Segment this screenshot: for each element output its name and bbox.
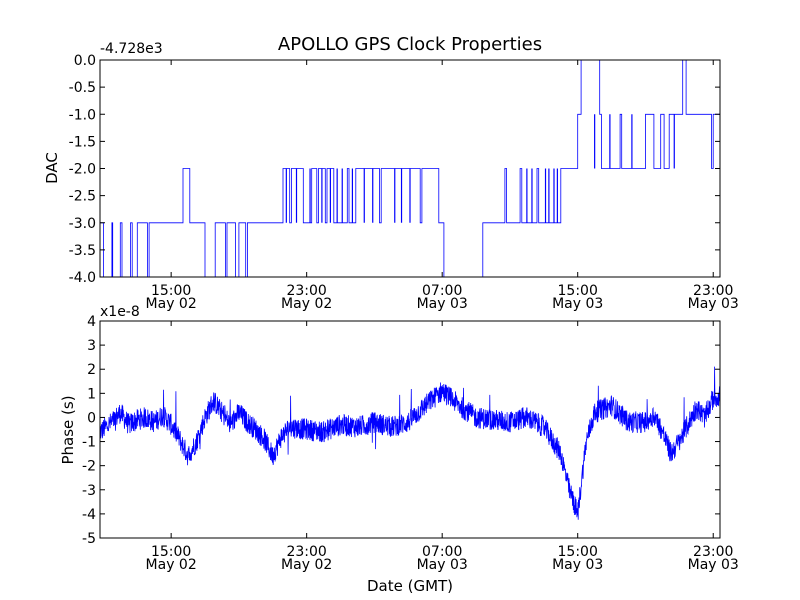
dac-axes-frame (99, 59, 721, 278)
dac-ytick-label: -0.5 (69, 80, 96, 96)
dac-xtick-date: May 02 (146, 296, 197, 312)
dac-ytick-label: -2.5 (69, 189, 96, 205)
dac-ytick-label: 0.0 (74, 53, 96, 69)
dac-ytick-label: -3.0 (69, 216, 96, 232)
dac-xtick-time: 23:00 (693, 283, 733, 299)
dac-xtick-time: 15:00 (558, 283, 598, 299)
phase-ytick-label: 3 (87, 338, 96, 354)
dac-xtick-date: May 02 (281, 296, 332, 312)
phase-xtick-date: May 02 (281, 557, 332, 573)
phase-xlabel: Date (GMT) (367, 577, 453, 595)
phase-ytick-label: 0 (87, 410, 96, 426)
dac-series-line (100, 60, 720, 277)
dac-plot-area (100, 60, 720, 277)
dac-xtick-time: 07:00 (422, 283, 462, 299)
dac-ytick-label: -2.0 (69, 162, 96, 178)
phase-ytick-label: -4 (82, 507, 96, 523)
dac-ytick-label: -3.5 (69, 243, 96, 259)
dac-y-ticks: -4.0 -3.5 -3.0 -2.5 -2.0 -1.5 -1.0 -0.5 0.0 (69, 53, 720, 286)
phase-ylabel: Phase (s) (59, 395, 77, 464)
phase-xtick-date: May 03 (688, 557, 739, 573)
phase-xtick-date: May 03 (417, 557, 468, 573)
phase-ytick-label: 1 (87, 386, 96, 402)
dac-xtick-time: 15:00 (151, 283, 191, 299)
phase-ytick-label: 4 (87, 314, 96, 330)
dac-panel: APOLLO GPS Clock Properties -4.728e3 DAC… (43, 34, 739, 312)
dac-xtick-date: May 03 (552, 296, 603, 312)
dac-xtick-date: May 03 (688, 296, 739, 312)
phase-series-group (100, 366, 720, 520)
dac-ytick-label: -4.0 (69, 270, 96, 286)
phase-xtick-time: 23:00 (693, 544, 733, 560)
dac-series-group (100, 60, 720, 277)
dac-ylabel: DAC (43, 152, 61, 184)
phase-xtick-time: 23:00 (286, 544, 326, 560)
dac-xtick-time: 23:00 (286, 283, 326, 299)
dac-offset-label: -4.728e3 (100, 41, 163, 57)
phase-axes-frame (99, 320, 721, 539)
phase-xtick-time: 15:00 (558, 544, 598, 560)
phase-ytick-label: -2 (82, 459, 96, 475)
phase-ytick-label: -5 (82, 531, 96, 547)
dac-xtick-date: May 03 (417, 296, 468, 312)
phase-xtick-time: 15:00 (151, 544, 191, 560)
phase-xtick-date: May 02 (146, 557, 197, 573)
phase-xtick-time: 07:00 (422, 544, 462, 560)
phase-ytick-label: -1 (82, 435, 96, 451)
phase-ytick-label: -3 (82, 483, 96, 499)
dac-ytick-label: -1.5 (69, 134, 96, 150)
phase-ytick-label: 2 (87, 362, 96, 378)
phase-series-line (100, 366, 720, 520)
dac-ytick-label: -1.0 (69, 107, 96, 123)
phase-xtick-date: May 03 (552, 557, 603, 573)
phase-plot-area (100, 366, 720, 520)
phase-offset-label: x1e-8 (100, 304, 140, 320)
chart-title: APOLLO GPS Clock Properties (278, 34, 542, 55)
